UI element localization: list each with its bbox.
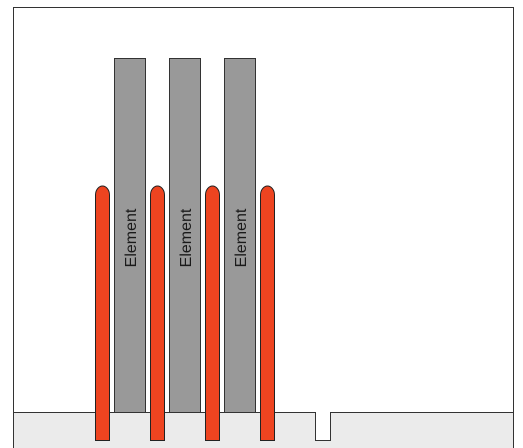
rod-3 [205, 185, 220, 441]
rod-4 [260, 185, 275, 441]
element-bar [114, 58, 146, 413]
elements-group: Element Element Element [114, 58, 256, 413]
element-label: Element [178, 208, 195, 267]
element-2: Element [169, 58, 201, 413]
rods-group [95, 185, 275, 441]
element-bar [169, 58, 201, 413]
element-3: Element [224, 58, 256, 413]
element-bar [224, 58, 256, 413]
element-label: Element [233, 208, 250, 267]
rod-2 [150, 185, 165, 441]
element-label: Element [123, 208, 140, 267]
rod-1 [95, 185, 110, 441]
element-1: Element [114, 58, 146, 413]
